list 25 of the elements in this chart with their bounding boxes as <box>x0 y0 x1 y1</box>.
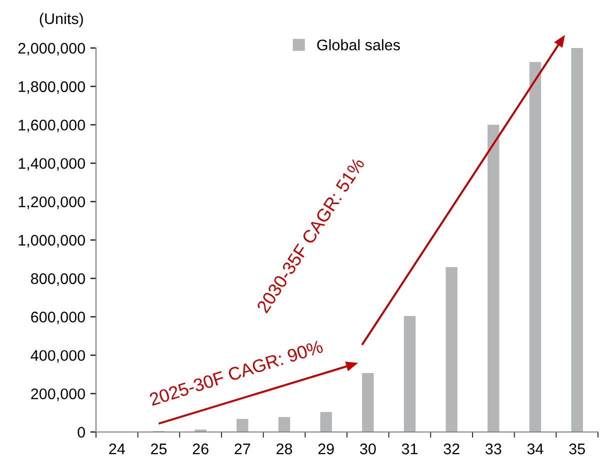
y-tick-label: 400,000 <box>30 350 85 363</box>
y-tick-label: 1,600,000 <box>18 120 85 132</box>
y-tick-label: 0 <box>78 426 85 438</box>
x-tick-label: 34 <box>527 444 544 454</box>
y-axis-title: (Units) <box>40 12 83 28</box>
y-tick-label: 600,000 <box>31 312 85 324</box>
x-tick-label: 24 <box>109 444 125 454</box>
x-tick-label: 31 <box>402 444 418 454</box>
x-tick-label: 27 <box>234 444 250 454</box>
y-tick-label: 1,200,000 <box>18 196 85 210</box>
x-tick-label: 29 <box>318 444 334 454</box>
x-tick-label: 32 <box>444 444 460 454</box>
legend-label: Global sales <box>317 39 400 50</box>
x-tick-label: 25 <box>151 444 167 454</box>
x-tick-label: 35 <box>569 444 585 454</box>
x-tick-label: 30 <box>360 444 376 454</box>
y-tick-label: 1,400,000 <box>18 158 85 171</box>
y-tick-label: 800,000 <box>31 273 85 286</box>
x-tick-label: 28 <box>276 444 292 454</box>
y-tick-label: 1,000,000 <box>18 234 85 248</box>
y-tick-label: 1,800,000 <box>18 81 85 94</box>
x-tick-label: 33 <box>486 444 502 454</box>
y-tick-label: 2,000,000 <box>18 42 85 56</box>
y-tick-label: 200,000 <box>31 388 85 402</box>
x-tick-label: 26 <box>192 444 208 454</box>
